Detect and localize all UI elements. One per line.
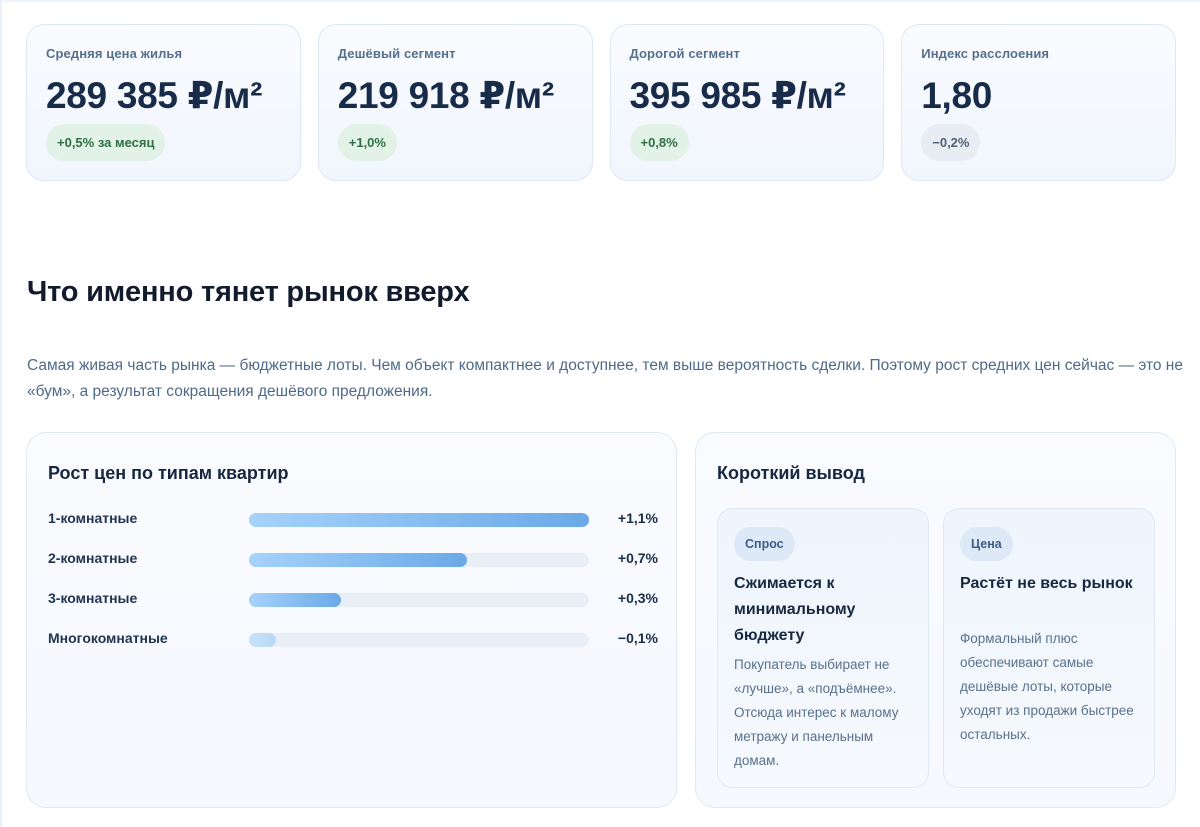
bar-label: Многокомнатные <box>48 630 168 646</box>
stats-row: Средняя цена жилья 289 385 ₽/м² +0,5% за… <box>26 24 1176 181</box>
conclusion-tag: Цена <box>960 527 1013 561</box>
growth-bar-row: 1-комнатные +1,1% <box>48 508 658 548</box>
conclusion-heading: Сжимается к минимальному бюджету <box>734 575 856 644</box>
conclusion-heading: Растёт не весь рынок <box>960 575 1133 592</box>
card-title: Рост цен по типам квартир <box>48 463 289 483</box>
stat-label: Индекс расслоения <box>921 46 1050 61</box>
stat-value: 219 918 ₽/м² <box>337 75 554 116</box>
stat-change-badge: +1,0% <box>337 124 397 161</box>
growth-bar-list: 1-комнатные +1,1% 2-комнатные +0,7% 3-ко… <box>48 508 658 668</box>
conclusion-item-demand: Спрос Сжимается к минимальному бюджету П… <box>717 508 929 788</box>
bar-value: +0,7% <box>617 550 658 566</box>
bar-track <box>249 633 589 647</box>
stat-card-expensive-segment: Дорогой сегмент 395 985 ₽/м² +0,8% <box>609 24 885 181</box>
bar-fill <box>249 593 341 607</box>
stat-card-cheap-segment: Дешёвый сегмент 219 918 ₽/м² +1,0% <box>317 24 593 181</box>
bar-fill <box>249 513 589 527</box>
section-title: Что именно тянет рынок вверх <box>27 276 470 308</box>
bar-track <box>249 553 589 567</box>
stat-card-stratification-index: Индекс расслоения 1,80 −0,2% <box>901 24 1176 181</box>
stat-value: 1,80 <box>921 75 993 116</box>
stat-value: 395 985 ₽/м² <box>629 75 846 116</box>
conclusion-text: Формальный плюс обеспечивают самые дешёв… <box>960 631 1134 742</box>
stat-change-badge: −0,2% <box>921 124 981 161</box>
stat-change-badge: +0,5% за месяц <box>46 124 166 161</box>
bar-label: 1-комнатные <box>48 510 138 526</box>
short-conclusion-card: Короткий вывод Спрос Сжимается к минимал… <box>695 432 1176 808</box>
stat-label: Дешёвый сегмент <box>337 46 456 61</box>
stat-label: Средняя цена жилья <box>46 46 183 61</box>
left-border <box>0 0 2 827</box>
growth-bar-row: 2-комнатные +0,7% <box>48 548 658 588</box>
bar-value: −0,1% <box>617 630 658 646</box>
stat-card-average-price: Средняя цена жилья 289 385 ₽/м² +0,5% за… <box>26 24 301 181</box>
conclusion-item-price: Цена Растёт не весь рынок Формальный плю… <box>943 508 1155 788</box>
stat-change-badge: +0,8% <box>629 124 689 161</box>
bar-value: +1,1% <box>617 510 658 526</box>
section-intro: Самая живая часть рынка — бюджетные лоты… <box>27 357 1183 400</box>
bar-track <box>249 593 589 607</box>
stat-label: Дорогой сегмент <box>629 46 740 61</box>
stat-value: 289 385 ₽/м² <box>46 75 263 116</box>
growth-by-type-card: Рост цен по типам квартир 1-комнатные +1… <box>26 432 677 808</box>
bar-value: +0,3% <box>617 590 658 606</box>
bar-fill <box>249 633 277 647</box>
growth-bar-row: 3-комнатные +0,3% <box>48 588 658 628</box>
top-border <box>0 0 1200 2</box>
conclusion-tag: Спрос <box>734 527 795 561</box>
bar-fill <box>249 553 467 567</box>
bar-label: 2-комнатные <box>48 550 138 566</box>
card-title: Короткий вывод <box>717 463 865 483</box>
conclusion-text: Покупатель выбирает не «лучше», а «подъё… <box>734 657 899 768</box>
growth-bar-row: Многокомнатные −0,1% <box>48 628 658 668</box>
bar-label: 3-комнатные <box>48 590 138 606</box>
bar-track <box>249 513 589 527</box>
